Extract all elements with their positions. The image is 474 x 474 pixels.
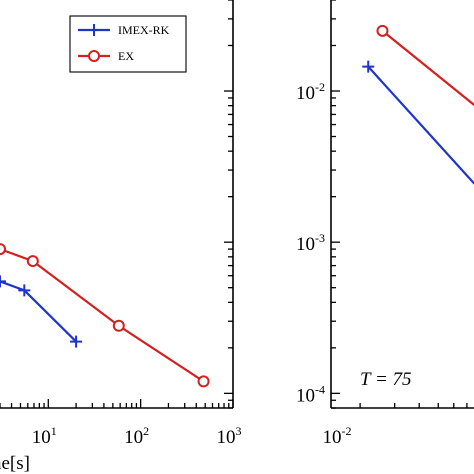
right-y-tick-label-base: 10 xyxy=(296,385,315,406)
legend-box xyxy=(69,15,187,73)
legend-label-imex-rk: IMEX-RK xyxy=(118,23,170,37)
left-x-tick-label-exponent: 3 xyxy=(236,424,242,438)
left-x-tick-label-base: 10 xyxy=(124,427,143,448)
left-x-tick-label: 102 xyxy=(124,424,149,448)
left-x-tick-label-base: 10 xyxy=(32,427,51,448)
left-data-point xyxy=(26,255,39,268)
right-series-ex xyxy=(376,24,474,107)
right-series-line xyxy=(367,65,474,185)
right-x-tick-label-base: 10 xyxy=(323,427,342,448)
right-y-tick-label-exponent: -4 xyxy=(315,382,325,396)
right-y-tick-label: 10-2 xyxy=(296,80,325,104)
left-series-ex xyxy=(0,243,210,388)
legend-marker-ex xyxy=(88,50,100,62)
left-x-tick-label-exponent: 2 xyxy=(143,424,149,438)
left-data-point xyxy=(197,375,210,388)
right-y-tick-label: 10-4 xyxy=(296,382,325,406)
right-data-point xyxy=(376,24,389,37)
right-x-tick-label: 10-2 xyxy=(323,424,352,448)
left-data-point xyxy=(0,275,6,288)
left-series-imex-rk xyxy=(0,275,83,348)
left-series-line xyxy=(0,248,205,383)
left-x-tick-label-exponent: 1 xyxy=(51,424,57,438)
left-data-point xyxy=(112,319,125,332)
left-x-axis-label: ne[s] xyxy=(0,453,30,474)
right-x-tick-label-exponent: -2 xyxy=(342,424,352,438)
right-y-tick-label-base: 10 xyxy=(296,234,315,255)
left-x-tick-label: 101 xyxy=(32,424,57,448)
right-chart-panel: 10-210-110-410-310-2T = 75 xyxy=(296,0,474,448)
right-y-tick-label-exponent: -3 xyxy=(315,231,325,245)
left-data-point xyxy=(0,243,6,256)
legend-label-ex: EX xyxy=(118,49,134,63)
left-series-line xyxy=(0,280,77,343)
legend: IMEX-RK EX xyxy=(69,15,187,73)
right-y-tick-label: 10-3 xyxy=(296,231,325,255)
left-x-tick-label: 103 xyxy=(217,424,242,448)
right-y-tick-label-base: 10 xyxy=(296,83,315,104)
right-y-tick-label-exponent: -2 xyxy=(315,80,325,94)
legend-marker-imex-rk xyxy=(88,24,100,36)
right-series-line xyxy=(381,30,474,107)
right-series-imex-rk xyxy=(362,60,474,185)
right-data-point xyxy=(362,60,375,73)
left-data-point xyxy=(70,335,83,348)
time-annotation: T = 75 xyxy=(360,369,412,390)
left-data-point xyxy=(18,284,31,297)
left-x-tick-label-base: 10 xyxy=(217,427,236,448)
